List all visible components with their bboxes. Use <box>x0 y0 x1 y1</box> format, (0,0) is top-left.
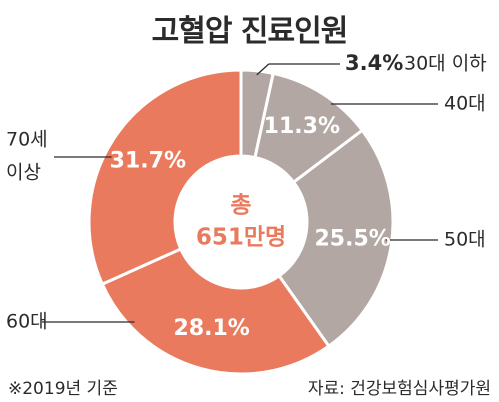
leader-line-0 <box>256 63 270 76</box>
slice-4-category-line1: 70세 <box>6 129 48 151</box>
slice-3-value: 28.1% <box>174 316 250 341</box>
slice-4-value: 31.7% <box>110 149 186 174</box>
slice-0-category: 30대 이하 <box>404 53 487 75</box>
center-label-total: 총 <box>230 193 251 219</box>
slice-3-category: 60대 <box>6 311 48 333</box>
slice-4-category-line2: 이상 <box>6 162 41 184</box>
source-credit: 자료: 건강보험심사평가원 <box>307 379 491 399</box>
slice-3 <box>100 246 331 376</box>
center-label-value: 651만명 <box>196 225 286 251</box>
slice-1-value: 11.3% <box>264 114 340 139</box>
chart-title: 고혈압 진료인원 <box>151 14 349 49</box>
slices <box>87 68 395 376</box>
slice-2 <box>277 128 395 349</box>
slice-0-value: 3.4% <box>345 51 403 75</box>
slice-2-value: 25.5% <box>314 226 390 251</box>
leader-lines <box>42 63 438 323</box>
slice-1-category: 40대 <box>444 93 486 115</box>
footnote: ※2019년 기준 <box>8 379 118 399</box>
slice-2-category: 50대 <box>444 229 486 251</box>
labels: 3.4% 30대 이하 11.3% 40대 25.5% 50대 28.1% 60대 31.7% 7… <box>6 51 487 341</box>
slice-4 <box>87 68 243 287</box>
